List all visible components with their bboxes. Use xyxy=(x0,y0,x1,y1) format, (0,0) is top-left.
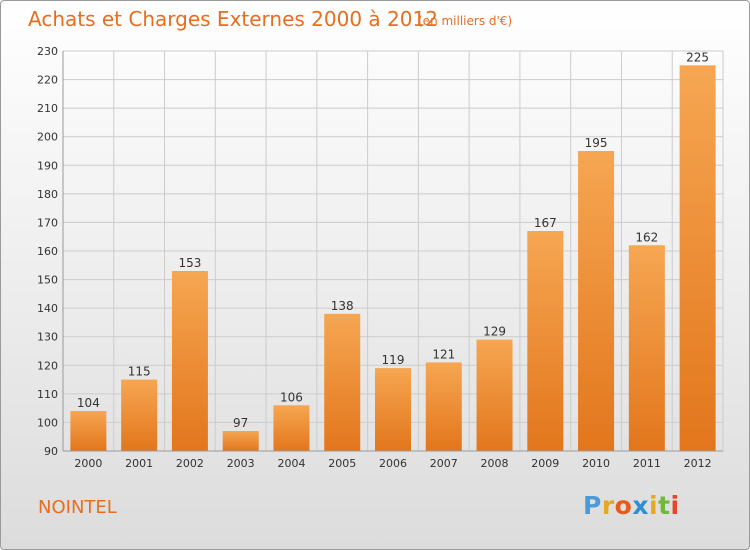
x-tick-label: 2009 xyxy=(531,457,559,470)
y-tick-label: 110 xyxy=(37,388,58,401)
logo-letter: i xyxy=(670,491,680,520)
y-tick-label: 180 xyxy=(37,188,58,201)
x-tick-label: 2005 xyxy=(328,457,356,470)
logo-letter: P xyxy=(583,491,602,520)
bar-2000 xyxy=(70,411,107,451)
x-tick-label: 2008 xyxy=(481,457,509,470)
data-label: 129 xyxy=(483,325,506,339)
y-tick-label: 170 xyxy=(37,216,58,229)
x-tick-label: 2001 xyxy=(125,457,153,470)
data-labels: 104 115 153 97 106 138 119 121 129 167 195 162 225 xyxy=(77,50,709,430)
y-tick-label: 100 xyxy=(37,416,58,429)
logo-letter: x xyxy=(632,491,649,520)
bar-2006 xyxy=(375,368,411,451)
x-tick-label: 2002 xyxy=(176,457,204,470)
bar-2001 xyxy=(121,379,158,451)
y-tick-label: 120 xyxy=(37,359,58,372)
bar-2002 xyxy=(171,271,208,451)
proxiti-logo: Proxiti xyxy=(583,491,680,520)
logo-letter: i xyxy=(649,491,659,520)
x-tick-label: 2010 xyxy=(582,457,610,470)
chart-title: Achats et Charges Externes 2000 à 2012 xyxy=(28,7,438,31)
bar-2008 xyxy=(476,339,513,451)
bar-2007 xyxy=(425,362,462,451)
x-tick-label: 2004 xyxy=(277,457,305,470)
city-name: NOINTEL xyxy=(38,497,117,518)
x-tick-label: 2007 xyxy=(430,457,458,470)
data-label: 167 xyxy=(534,216,557,230)
data-label: 138 xyxy=(331,299,354,313)
bar-2004 xyxy=(273,405,310,451)
data-label: 106 xyxy=(280,390,303,404)
y-tick-label: 140 xyxy=(37,302,58,315)
data-label: 115 xyxy=(128,365,151,379)
y-tick-label: 130 xyxy=(37,331,58,344)
data-label: 195 xyxy=(585,136,608,150)
data-label: 162 xyxy=(635,230,658,244)
data-label: 225 xyxy=(686,50,709,64)
y-tick-label: 150 xyxy=(37,274,58,287)
axes: 90 100 110 120 130 140 150 160 170 180 190 200 210 22… xyxy=(37,45,723,470)
y-tick-label: 220 xyxy=(37,74,58,87)
bar-2003 xyxy=(222,431,259,451)
y-tick-label: 190 xyxy=(37,159,58,172)
x-tick-label: 2000 xyxy=(74,457,102,470)
data-label: 119 xyxy=(382,353,405,367)
y-tick-label: 230 xyxy=(37,45,58,58)
y-tick-label: 90 xyxy=(44,445,58,458)
x-tick-label: 2011 xyxy=(633,457,661,470)
x-tick-label: 2006 xyxy=(379,457,407,470)
data-label: 104 xyxy=(77,396,100,410)
data-label: 153 xyxy=(178,256,201,270)
bar-2011 xyxy=(628,245,665,451)
logo-letter: o xyxy=(614,491,633,520)
y-tick-label: 160 xyxy=(37,245,58,258)
chart-unit: (en milliers d'€) xyxy=(418,14,513,28)
y-tick-label: 210 xyxy=(37,102,58,115)
x-tick-label: 2003 xyxy=(227,457,255,470)
logo-letter: r xyxy=(601,491,615,520)
data-label: 121 xyxy=(432,347,455,361)
y-tick-label: 200 xyxy=(37,131,58,144)
x-tick-label: 2012 xyxy=(684,457,712,470)
bar-2012 xyxy=(679,65,716,452)
bar-2005 xyxy=(324,313,361,451)
data-label: 97 xyxy=(233,416,248,430)
bar-2009 xyxy=(527,231,564,451)
bar-2010 xyxy=(578,151,615,451)
logo-letter: t xyxy=(658,491,671,520)
bars xyxy=(70,65,716,452)
